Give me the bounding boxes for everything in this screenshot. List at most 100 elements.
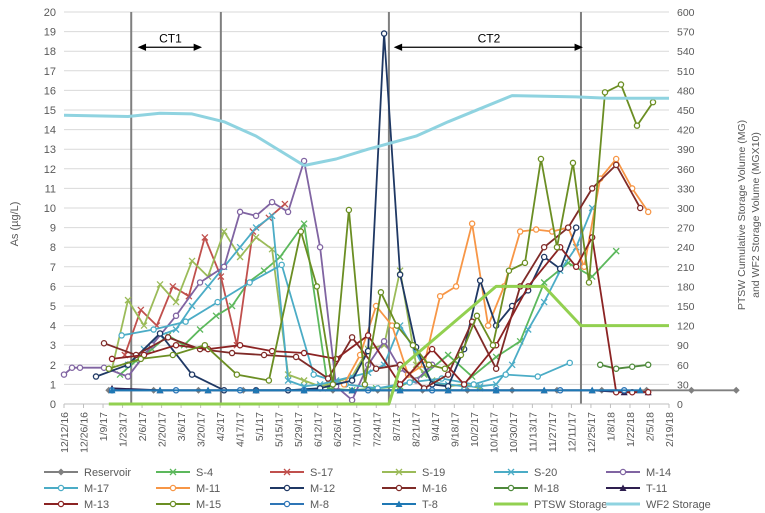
data-point-s-19 xyxy=(172,298,180,306)
data-point-s-4 xyxy=(300,220,308,228)
data-point-m-16 xyxy=(636,204,644,212)
data-point-m-17 xyxy=(534,373,542,380)
data-point-t-8 xyxy=(396,386,404,394)
legend-marker-m-14 xyxy=(619,468,627,476)
x-tick-label: 2/19/18 xyxy=(664,412,676,447)
legend-item-t-8: T-8 xyxy=(382,499,438,511)
x-tick-label: 4/17/17 xyxy=(235,412,247,447)
y-tick-label: 9 xyxy=(50,223,56,235)
data-point-m-13 xyxy=(364,332,372,339)
legend-marker-s-17 xyxy=(283,468,291,476)
data-point-m-11 xyxy=(612,155,620,163)
legend-label: M-8 xyxy=(310,499,329,511)
y-tick-label: 3 xyxy=(50,340,56,352)
data-point-m-15 xyxy=(489,341,497,349)
y2-tick-label: 240 xyxy=(677,242,695,254)
data-point-m-15 xyxy=(505,267,513,274)
data-point-m-15 xyxy=(409,341,417,349)
legend-marker-reservoir xyxy=(57,468,65,476)
x-tick-label: 6/26/17 xyxy=(332,412,344,447)
data-point-s-19 xyxy=(124,296,132,304)
x-tick-label: 7/24/17 xyxy=(371,412,383,447)
x-tick-label: 9/18/17 xyxy=(449,412,461,447)
data-point-m-14 xyxy=(220,263,228,271)
x-tick-label: 12/11/17 xyxy=(566,412,578,452)
data-point-s-19 xyxy=(252,233,260,241)
x-tick-label: 12/25/17 xyxy=(586,412,598,453)
data-point-m-15 xyxy=(569,159,577,167)
series-ptsw-storage xyxy=(108,284,669,406)
legend-item-m-11: M-11 xyxy=(156,483,220,495)
data-point-m-13 xyxy=(460,381,468,388)
data-point-s-19 xyxy=(268,245,276,253)
data-point-m-17 xyxy=(310,371,317,378)
data-point-m-16 xyxy=(100,339,108,347)
data-point-m-13 xyxy=(236,341,244,349)
data-point-s-4 xyxy=(612,247,620,255)
y2-tick-label: 480 xyxy=(677,85,695,97)
legend-item-s-20: S-20 xyxy=(494,467,557,479)
data-point-m-15 xyxy=(521,259,529,267)
data-point-m-16 xyxy=(372,365,380,372)
x-tick-label: 8/21/17 xyxy=(410,412,422,447)
data-point-m-14 xyxy=(252,212,260,220)
data-point-t-8 xyxy=(636,386,644,394)
data-point-s-19 xyxy=(220,228,228,235)
data-point-m-12 xyxy=(556,265,564,273)
legend-item-m-17: M-17 xyxy=(44,483,109,495)
y2-tick-label: 540 xyxy=(677,46,695,58)
data-point-m-17 xyxy=(182,318,189,325)
data-point-t-8 xyxy=(156,386,164,394)
y-tick-label: 18 xyxy=(44,46,56,58)
x-tick-label: 1/9/17 xyxy=(98,412,110,441)
y2-tick-label: 510 xyxy=(677,66,695,78)
legend-marker-s-20 xyxy=(507,468,515,476)
data-point-s-4 xyxy=(444,351,452,359)
data-point-m-15 xyxy=(169,351,177,359)
data-point-m-11 xyxy=(516,228,524,235)
data-point-m-13 xyxy=(268,347,276,355)
data-point-m-15 xyxy=(633,122,641,129)
x-tick-label: 10/2/17 xyxy=(469,412,481,447)
data-point-m-11 xyxy=(644,208,652,216)
data-point-t-8 xyxy=(300,386,308,394)
legend-label: M-14 xyxy=(646,467,671,479)
legend-item-reservoir: Reservoir xyxy=(44,467,131,479)
data-point-m-14 xyxy=(316,243,324,251)
data-point-m-12 xyxy=(476,277,484,284)
y2-tick-label: 150 xyxy=(677,301,695,313)
y2-tick-label: 90 xyxy=(677,340,689,352)
legend-marker-m-18 xyxy=(507,484,515,492)
x-tick-label: 9/4/17 xyxy=(430,412,442,441)
x-tick-label: 2/20/17 xyxy=(157,412,169,447)
x-tick-label: 1/23/17 xyxy=(118,412,130,447)
series-wf2-storage xyxy=(63,94,669,167)
y2-tick-label: 330 xyxy=(677,183,695,195)
legend-item-m-8: M-8 xyxy=(270,499,329,511)
data-point-m-15 xyxy=(329,381,337,388)
data-point-s-20 xyxy=(492,380,500,388)
data-point-t-8 xyxy=(252,386,260,394)
x-tick-label: 2/5/18 xyxy=(644,412,656,441)
data-point-m-15 xyxy=(345,206,353,214)
phase-label-ct2: CT2 xyxy=(478,31,501,45)
data-point-s-20 xyxy=(284,377,292,384)
data-point-s-20 xyxy=(204,282,212,290)
data-point-t-8 xyxy=(348,386,356,394)
data-point-m-15 xyxy=(585,279,593,286)
legend-item-m-13: M-13 xyxy=(44,499,109,511)
y-tick-label: 0 xyxy=(50,399,56,411)
legend-marker-m-17 xyxy=(57,484,65,492)
data-point-s-4 xyxy=(540,279,548,286)
legend-marker-m-15 xyxy=(169,500,177,508)
y2-axis-title-line1: PTSW Cumulative Storage Volume (MG) xyxy=(736,120,748,310)
data-point-m-12 xyxy=(92,373,100,380)
data-point-m-13 xyxy=(644,388,652,396)
data-point-m-12 xyxy=(572,224,580,231)
data-point-m-16 xyxy=(588,185,596,192)
data-point-s-20 xyxy=(540,298,548,306)
x-tick-label: 4/3/17 xyxy=(215,412,227,441)
y2-tick-label: 210 xyxy=(677,262,695,274)
data-point-m-14 xyxy=(68,364,76,371)
